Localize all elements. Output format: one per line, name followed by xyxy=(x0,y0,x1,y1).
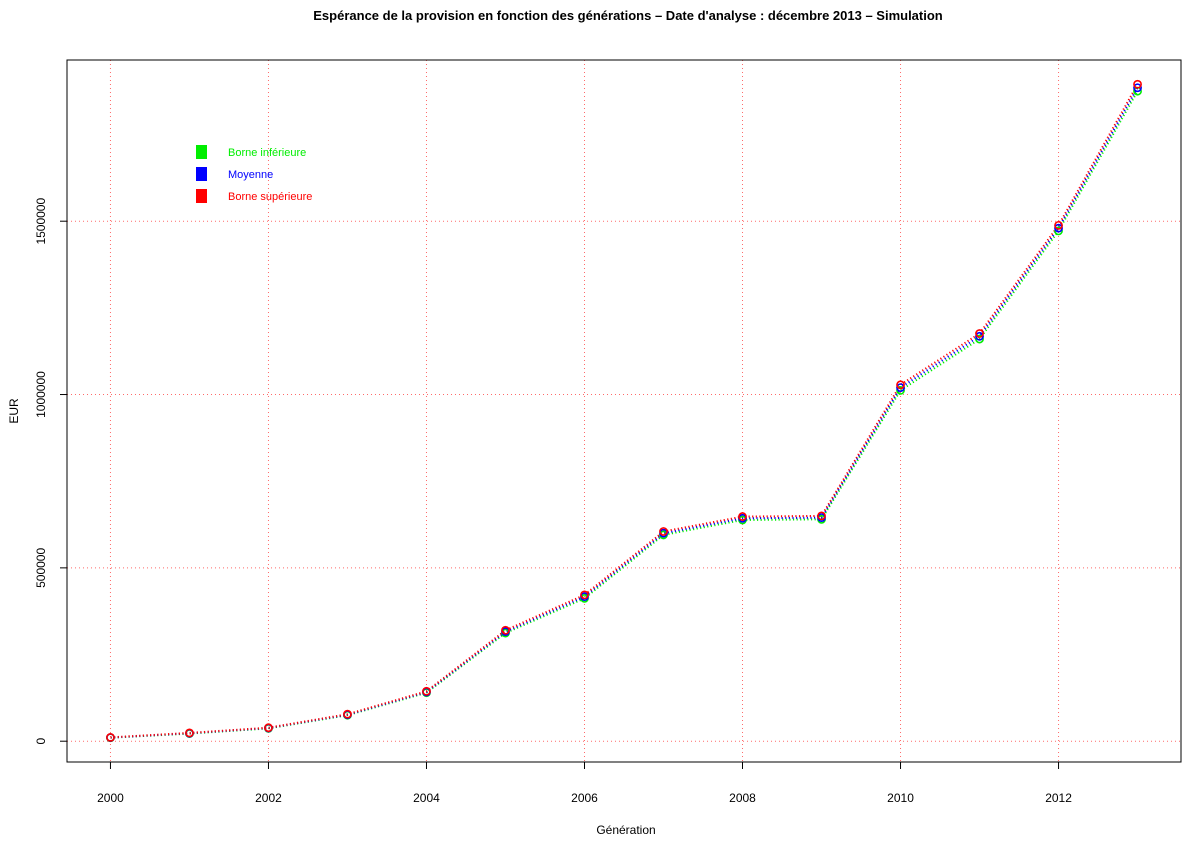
x-tick-label: 2012 xyxy=(1045,791,1072,805)
legend-swatch xyxy=(196,145,207,159)
data-point xyxy=(1054,220,1063,230)
legend-label: Borne inférieure xyxy=(228,147,306,159)
data-point xyxy=(1054,223,1063,233)
legend-swatch xyxy=(196,189,207,203)
y-tick-label: 1500000 xyxy=(34,198,48,245)
x-tick-label: 2008 xyxy=(729,791,756,805)
series-line-0 xyxy=(110,90,1139,739)
data-point xyxy=(422,686,431,696)
legend-label: Borne supérieure xyxy=(228,191,312,203)
data-point xyxy=(185,728,194,738)
data-point xyxy=(659,527,668,536)
y-axis-label: EUR xyxy=(7,398,21,424)
series-points xyxy=(106,79,1142,743)
x-tick-label: 2010 xyxy=(887,791,914,805)
data-point xyxy=(1054,226,1063,236)
data-point xyxy=(1133,79,1142,89)
series-line-2 xyxy=(110,83,1139,739)
chart-title: Espérance de la provision en fonction de… xyxy=(313,8,943,23)
x-axis-label: Génération xyxy=(596,823,655,837)
x-tick-label: 2004 xyxy=(413,791,440,805)
plot-frame xyxy=(66,59,1182,763)
legend-swatch xyxy=(196,167,207,181)
y-tick-label: 1000000 xyxy=(34,371,48,418)
data-point xyxy=(738,512,747,521)
data-point xyxy=(975,334,984,344)
legend-label: Moyenne xyxy=(228,169,273,181)
series-lines xyxy=(110,83,1139,739)
y-tick-label: 0 xyxy=(34,738,48,745)
data-point xyxy=(580,590,589,600)
x-tick-label: 2006 xyxy=(571,791,598,805)
data-point xyxy=(264,723,273,733)
x-axis: 2000 2002 2004 2006 2008 2010 2012 xyxy=(97,762,1072,805)
data-point xyxy=(896,380,905,390)
data-point xyxy=(343,709,352,719)
data-point xyxy=(501,625,510,635)
data-point xyxy=(106,732,115,742)
series-line-1 xyxy=(110,87,1139,739)
x-tick-label: 2000 xyxy=(97,791,124,805)
grid xyxy=(67,60,1181,762)
data-point xyxy=(896,383,905,392)
x-tick-label: 2002 xyxy=(255,791,282,805)
y-axis: 0 500000 1000000 1500000 xyxy=(34,198,67,745)
data-point xyxy=(817,511,826,521)
data-point xyxy=(975,329,984,338)
data-point xyxy=(896,385,905,395)
y-tick-label: 500000 xyxy=(34,548,48,588)
legend: Borne inférieure Moyenne Borne supérieure xyxy=(196,145,312,203)
data-point xyxy=(975,331,984,341)
data-point xyxy=(1133,83,1142,93)
